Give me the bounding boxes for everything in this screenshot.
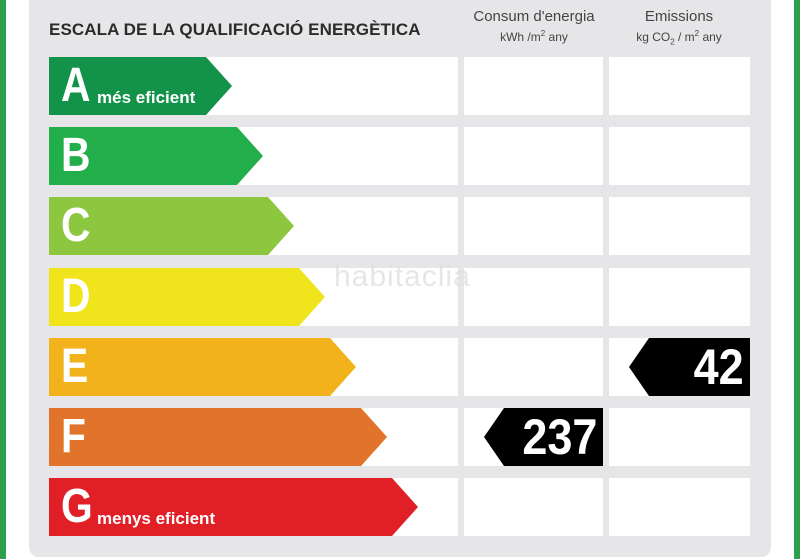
class-arrow-shape-f: [49, 408, 387, 466]
class-letter-a: A: [61, 59, 91, 112]
consumption-cell-a: [464, 57, 603, 115]
consumption-column-header: Consum d'energia kWh /m2 any: [464, 8, 604, 45]
class-letter-e: E: [61, 340, 89, 393]
class-letter-b: B: [61, 129, 91, 182]
emissions-cell-g: [609, 478, 750, 536]
consumption-cell-c: [464, 197, 603, 255]
class-arrow-shape-c: [49, 197, 294, 255]
consumption-rating-marker: 237: [484, 408, 603, 466]
class-note-g: menys eficient: [97, 509, 216, 528]
left-green-border: [0, 0, 6, 559]
consumption-cell-e: [464, 338, 603, 396]
energy-class-bar-e: E: [49, 338, 356, 396]
consumption-cell-g: [464, 478, 603, 536]
energy-class-bar-d: D: [49, 268, 325, 326]
consumption-heading: Consum d'energia: [473, 8, 595, 25]
class-letter-g: G: [61, 480, 93, 533]
emissions-rating-marker-shape: [629, 338, 750, 396]
emissions-cell-a: [609, 57, 750, 115]
class-arrow-shape-d: [49, 268, 325, 326]
class-arrow-shape-a: [49, 57, 232, 115]
energy-class-bar-f: F: [49, 408, 387, 466]
consumption-unit: kWh /m2 any: [500, 28, 568, 44]
class-arrow-shape-e: [49, 338, 356, 396]
consumption-cell-d: [464, 268, 603, 326]
energy-class-bar-b: B: [49, 127, 263, 185]
emissions-unit: kg CO2 / m2 any: [636, 28, 722, 47]
class-letter-f: F: [61, 410, 86, 463]
watermark-text: habitaclia: [334, 260, 471, 293]
consumption-rating-marker-shape: [484, 408, 603, 466]
emissions-cell-c: [609, 197, 750, 255]
class-arrow-shape-g: [49, 478, 418, 536]
class-letter-d: D: [61, 270, 91, 323]
consumption-cell-b: [464, 127, 603, 185]
energy-class-bar-c: C: [49, 197, 294, 255]
consumption-rating-marker-value: 237: [521, 409, 597, 465]
emissions-cell-d: [609, 268, 750, 326]
emissions-cell-b: [609, 127, 750, 185]
emissions-cell-f: [609, 408, 750, 466]
class-letter-c: C: [61, 199, 91, 252]
label-title: ESCALA DE LA QUALIFICACIÓ ENERGÈTICA: [49, 20, 421, 39]
class-note-a: més eficient: [97, 88, 196, 107]
emissions-rating-marker: 42: [629, 338, 750, 396]
emissions-rating-marker-value: 42: [693, 339, 744, 395]
emissions-column-header: Emissions kg CO2 / m2 any: [608, 8, 750, 47]
emissions-heading: Emissions: [644, 8, 714, 25]
right-green-border: [794, 0, 800, 559]
class-arrow-shape-b: [49, 127, 263, 185]
